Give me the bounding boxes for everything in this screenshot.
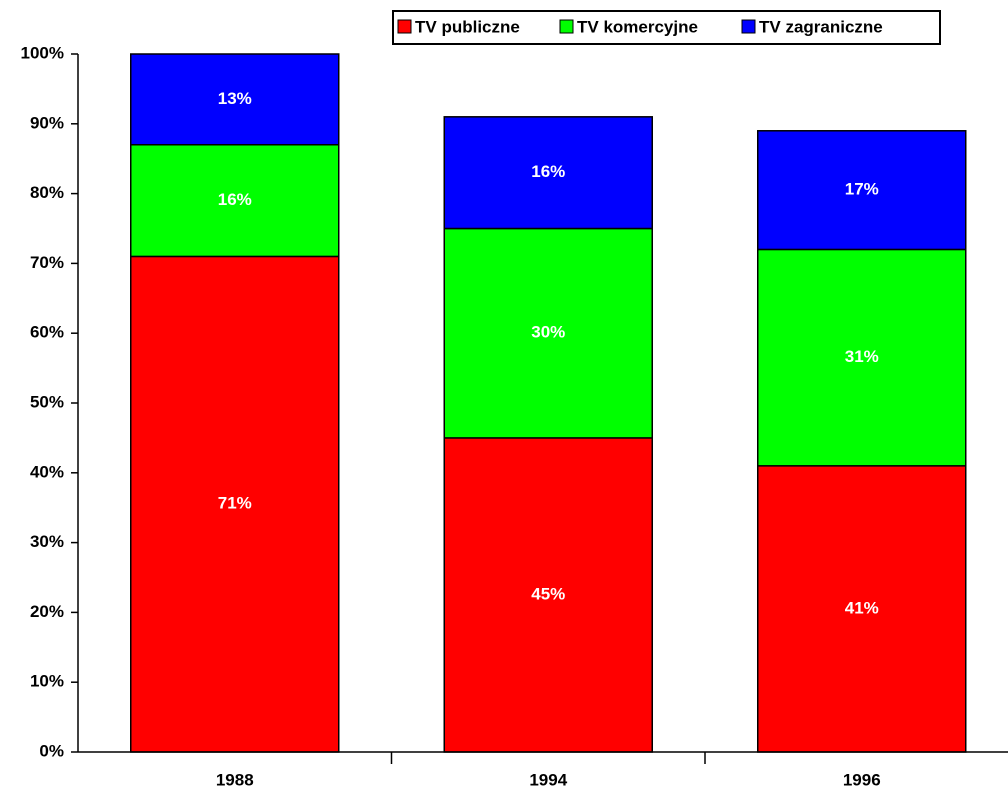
x-tick-label: 1996 [843,770,881,789]
value-label: 41% [845,598,879,617]
value-label: 31% [845,347,879,366]
value-label: 45% [531,584,565,603]
x-tick-label: 1988 [216,770,254,789]
value-label: 17% [845,180,879,199]
x-tick-label: 1994 [529,770,567,789]
y-tick-label: 100% [21,43,64,62]
y-tick-label: 70% [30,253,64,272]
y-tick-label: 90% [30,113,64,132]
y-tick-label: 80% [30,183,64,202]
bar-segment [443,116,653,230]
bar-segment [757,248,967,467]
legend-box [392,10,941,45]
y-tick-label: 60% [30,323,64,342]
y-tick-label: 0% [39,741,64,760]
bar-segment [443,227,653,439]
y-tick-label: 50% [30,392,64,411]
y-tick-label: 10% [30,672,64,691]
y-tick-label: 40% [30,462,64,481]
value-label: 71% [218,494,252,513]
legend-swatch [397,19,412,34]
bar-segment [443,437,653,753]
value-label: 16% [531,162,565,181]
y-tick-label: 30% [30,532,64,551]
bar-segment [130,255,340,753]
legend-label: TV publiczne [415,17,520,36]
legend-label: TV zagraniczne [759,17,883,36]
bar-segment [757,465,967,753]
bar-segment [757,130,967,251]
legend-swatch [741,19,756,34]
value-label: 16% [218,190,252,209]
legend-swatch [559,19,574,34]
legend-label: TV komercyjne [577,17,698,36]
y-tick-label: 20% [30,602,64,621]
value-label: 30% [531,323,565,342]
bar-segment [130,53,340,146]
value-label: 13% [218,89,252,108]
